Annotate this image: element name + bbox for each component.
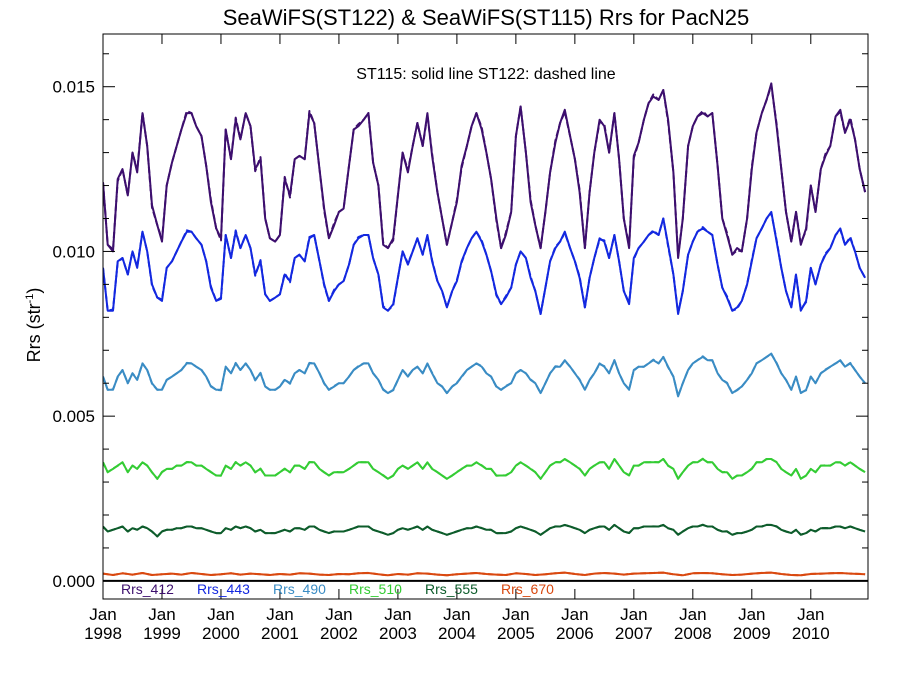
x-tick-label-month: Jan xyxy=(797,605,824,624)
x-tick-label-month: Jan xyxy=(384,605,411,624)
series-line-rrs-443-st115 xyxy=(103,210,866,315)
series-line-rrs-490-st115 xyxy=(103,352,866,398)
x-tick-label-year: 2006 xyxy=(556,624,594,643)
chart-title: SeaWiFS(ST122) & SeaWiFS(ST115) Rrs for … xyxy=(223,5,750,30)
series-line-rrs-555-st115 xyxy=(103,523,866,538)
series-line-rrs-412-st115 xyxy=(103,82,867,259)
x-tick-label-month: Jan xyxy=(207,605,234,624)
x-tick-label-month: Jan xyxy=(679,605,706,624)
x-tick-label-month: Jan xyxy=(620,605,647,624)
x-tick-label-year: 1998 xyxy=(84,624,122,643)
y-axis-label-close: ) xyxy=(24,288,44,294)
y-tick-label: 0.000 xyxy=(52,572,95,591)
x-tick-label-month: Jan xyxy=(502,605,529,624)
x-tick-label-year: 2003 xyxy=(379,624,417,643)
legend-entry-rrs-490: Rrs_490 xyxy=(273,581,326,597)
legend-entry-rrs-555: Rrs_555 xyxy=(425,581,478,597)
y-axis-label: Rrs (str-1) xyxy=(24,288,44,363)
x-tick-label-month: Jan xyxy=(738,605,765,624)
legend-entry-rrs-510: Rrs_510 xyxy=(349,581,402,597)
x-tick-label-year: 2008 xyxy=(674,624,712,643)
x-tick-label-year: 2000 xyxy=(202,624,240,643)
legend-entry-rrs-670: Rrs_670 xyxy=(501,581,554,597)
series-layer xyxy=(103,82,868,582)
x-tick-label-month: Jan xyxy=(561,605,588,624)
y-tick-label: 0.015 xyxy=(52,78,95,97)
x-tick-label-month: Jan xyxy=(443,605,470,624)
x-tick-label-year: 1999 xyxy=(143,624,181,643)
x-tick-label-month: Jan xyxy=(266,605,293,624)
x-tick-label-month: Jan xyxy=(148,605,175,624)
legend-entry-rrs-443: Rrs_443 xyxy=(197,581,250,597)
x-tick-label-year: 2002 xyxy=(320,624,358,643)
axes-layer: 0.0000.0050.0100.015Jan1998Jan1999Jan200… xyxy=(52,33,869,643)
x-tick-label-month: Jan xyxy=(325,605,352,624)
x-tick-label-month: Jan xyxy=(89,605,116,624)
plot-frame xyxy=(102,33,869,600)
legend-entry-rrs-412: Rrs_412 xyxy=(121,581,174,597)
y-tick-label: 0.005 xyxy=(52,407,95,426)
legend: Rrs_412 Rrs_443 Rrs_490 Rrs_510 Rrs_555 Rrs_6… xyxy=(121,581,554,597)
x-tick-label-year: 2009 xyxy=(733,624,771,643)
y-axis-label-main: Rrs (str xyxy=(24,303,44,362)
x-tick-label-year: 2010 xyxy=(792,624,830,643)
x-tick-label-year: 2004 xyxy=(438,624,476,643)
x-tick-label-year: 2007 xyxy=(615,624,653,643)
chart-annotation: ST115: solid line ST122: dashed line xyxy=(356,66,616,83)
series-line-rrs-670-st115 xyxy=(103,571,866,577)
series-line-rrs-510-st115 xyxy=(103,458,866,480)
y-axis-label-superscript: -1 xyxy=(24,294,36,304)
x-tick-label-year: 2001 xyxy=(261,624,299,643)
x-tick-label-year: 2005 xyxy=(497,624,535,643)
y-tick-label: 0.010 xyxy=(52,242,95,261)
